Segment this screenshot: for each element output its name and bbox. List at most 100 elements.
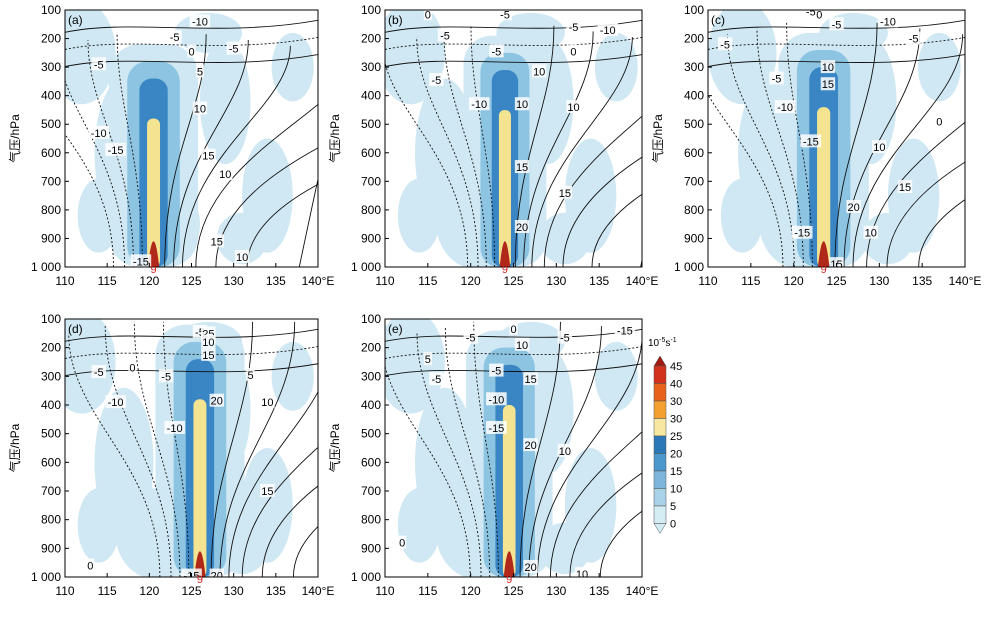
- contour-label-bg: [509, 322, 518, 336]
- contour-line: [385, 364, 471, 577]
- x-tick-label: 125: [503, 584, 523, 598]
- contour-label: -10: [471, 99, 487, 111]
- contour-label: -5: [466, 333, 476, 345]
- colorbar-tick-label: 5: [670, 501, 676, 513]
- y-tick-label: 300: [684, 60, 704, 74]
- shaded-core-red: [503, 551, 515, 577]
- contour-label-bg: [130, 254, 152, 267]
- typhoon-marker: 9: [197, 574, 203, 586]
- x-tick-label: 130: [224, 584, 244, 598]
- contour-label-bg: [423, 10, 432, 21]
- colorbar-top-triangle: [653, 355, 667, 367]
- y-tick-label: 800: [361, 203, 381, 217]
- contour-label: 10: [202, 337, 214, 349]
- contour-label: -10: [167, 423, 183, 435]
- colorbar-tick-label: 25: [670, 431, 682, 443]
- contour-line: [292, 526, 318, 577]
- contour-label: 0: [510, 324, 516, 336]
- contour-line: [87, 39, 134, 267]
- contour-label-bg: [569, 44, 578, 58]
- contour-label-bg: [514, 160, 530, 174]
- x-tick-label: 110: [55, 584, 74, 598]
- y-tick-label: 1 000: [31, 260, 61, 274]
- contour-label-bg: [532, 64, 547, 78]
- contour-line: [210, 321, 254, 577]
- y-tick-label: 400: [361, 398, 381, 412]
- contour-line: [708, 19, 965, 33]
- y-tick-label: 700: [41, 174, 61, 188]
- contour-label-bg: [167, 30, 182, 44]
- contour-label: 5: [247, 370, 253, 382]
- shaded-area: [65, 319, 116, 414]
- panel-label: (c): [711, 13, 725, 27]
- contour-line: [852, 34, 964, 267]
- colorbar-segment: [653, 400, 667, 419]
- contour-label: 10: [516, 340, 528, 352]
- x-tick-label: 135: [912, 274, 932, 288]
- y-tick-label: 600: [361, 455, 381, 469]
- y-tick-label: 600: [684, 146, 704, 160]
- contour-label: 0: [816, 9, 822, 21]
- contour-label: -15: [488, 423, 504, 435]
- x-tick-label: 135: [589, 274, 609, 288]
- contour-line: [549, 431, 642, 577]
- contour-label: -5: [560, 333, 570, 345]
- contour-label-bg: [189, 14, 211, 28]
- contour-label-bg: [566, 20, 581, 34]
- contour-label: 15: [899, 182, 911, 194]
- x-tick-label: 115: [98, 584, 117, 598]
- contour-label-bg: [429, 72, 444, 86]
- contour-line: [599, 510, 642, 577]
- y-tick-label: 300: [361, 369, 381, 383]
- contour-label: 10: [567, 102, 579, 114]
- contour-line: [708, 93, 784, 267]
- shaded-core-yellow: [498, 109, 511, 267]
- contour-label: -15: [108, 145, 124, 157]
- contour-line: [164, 34, 207, 267]
- panel-b: 0 -5 -5 -10 -5 0 -5 10 -5 -10 10 10 15 15 20 (b) 100 200 3…: [327, 3, 658, 288]
- x-tick-label: 115: [418, 274, 437, 288]
- y-tick-label: 900: [41, 541, 61, 555]
- contour-label: 15: [211, 236, 223, 248]
- contour-label-bg: [181, 568, 202, 577]
- contour-label-bg: [906, 31, 921, 45]
- contour-label: 10: [219, 169, 231, 181]
- contour-label-bg: [164, 420, 185, 434]
- shaded-area: [708, 10, 777, 105]
- contour-line: [562, 156, 642, 267]
- contour-line: [866, 121, 965, 267]
- contour-label-bg: [489, 44, 504, 58]
- contour-label-bg: [497, 10, 513, 21]
- contour-label-bg: [829, 257, 844, 267]
- typhoon-marker: 9: [821, 264, 827, 276]
- contour-label-bg: [187, 44, 196, 58]
- contour-line: [726, 34, 795, 267]
- contour-label: -5: [491, 366, 501, 378]
- contour-label: -5: [909, 34, 919, 46]
- contour-label-bg: [566, 100, 581, 114]
- y-axis-label: 气压/hPa: [650, 114, 665, 163]
- contour-line: [298, 177, 318, 267]
- contour-label: 0: [936, 116, 942, 128]
- contour-line: [246, 184, 318, 267]
- contour-line: [416, 331, 482, 577]
- x-tick-label: 110: [698, 274, 717, 288]
- shaded-core-red: [499, 241, 511, 267]
- x-tick-label: 115: [741, 274, 760, 288]
- y-tick-label: 200: [361, 32, 381, 46]
- y-tick-label: 800: [361, 513, 381, 527]
- contour-label-bg: [514, 220, 530, 234]
- contour-label: 15: [822, 79, 834, 91]
- contour-label: 15: [261, 486, 273, 498]
- contour-label: 15: [516, 162, 528, 174]
- y-tick-label: 200: [361, 341, 381, 355]
- contour-label: 10: [873, 142, 885, 154]
- shaded-area: [862, 212, 914, 265]
- colorbar-segment: [653, 418, 667, 437]
- contour-label-bg: [523, 559, 538, 573]
- x-tick-label: 115: [418, 584, 437, 598]
